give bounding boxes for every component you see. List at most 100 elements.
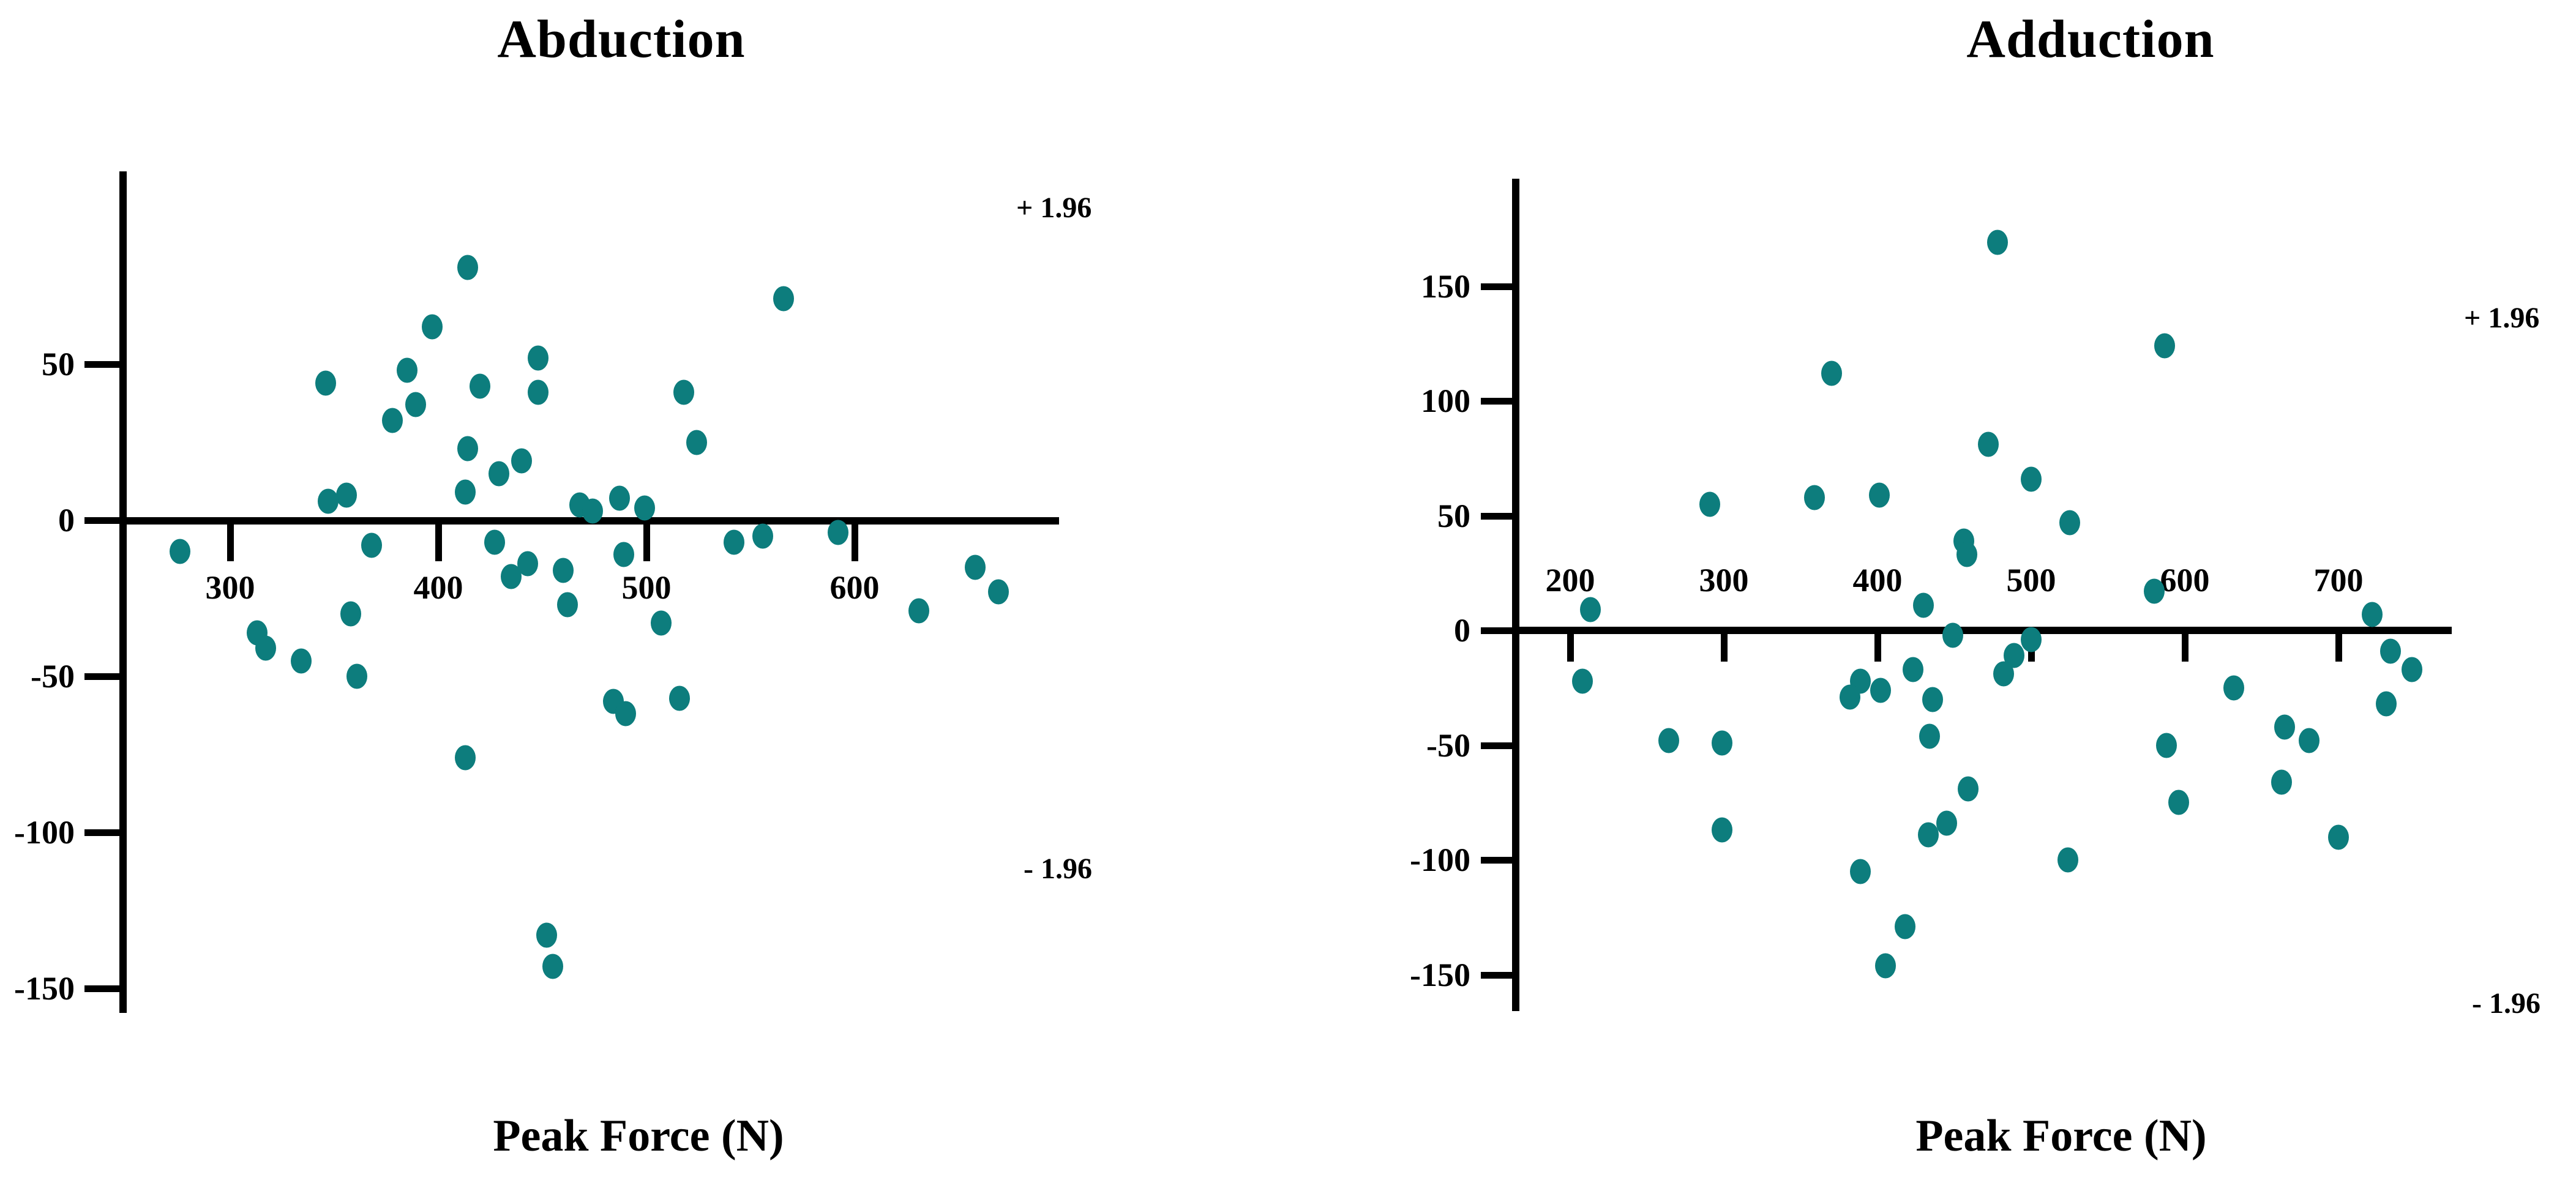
x-tick-mark bbox=[227, 517, 234, 561]
y-tick-mark bbox=[84, 829, 122, 836]
data-point bbox=[1850, 859, 1871, 884]
data-point bbox=[723, 529, 744, 555]
data-point bbox=[2362, 602, 2383, 627]
abduction-plot-area: 50 0 -50 -100 -150 300 400 500 600 bbox=[0, 0, 1286, 1180]
y-axis-line bbox=[1512, 179, 1519, 1011]
data-point bbox=[669, 685, 691, 711]
adduction-chart: Adduction Peak Force (N) 150 100 50 0 -50 -10… bbox=[1286, 0, 2576, 1180]
y-tick-label: 0 bbox=[58, 502, 75, 539]
data-point bbox=[556, 592, 578, 618]
data-point bbox=[397, 357, 417, 383]
data-point bbox=[1712, 817, 1733, 843]
data-point bbox=[1956, 542, 1977, 567]
x-tick-label: 700 bbox=[2313, 562, 2364, 599]
data-point bbox=[553, 558, 574, 583]
data-point bbox=[1986, 230, 2008, 255]
data-point bbox=[2021, 466, 2042, 491]
x-tick-mark bbox=[1567, 627, 1574, 662]
data-point bbox=[1699, 491, 1721, 517]
data-point bbox=[827, 520, 848, 545]
data-point bbox=[1922, 687, 1944, 712]
y-tick-label: 150 bbox=[1421, 267, 1470, 305]
data-point bbox=[965, 555, 986, 580]
data-point bbox=[405, 392, 426, 417]
data-point bbox=[1870, 678, 1892, 703]
x-tick-label: 500 bbox=[621, 569, 672, 606]
data-point bbox=[421, 314, 443, 340]
y-tick-label: -150 bbox=[1410, 956, 1470, 993]
data-point bbox=[582, 498, 603, 524]
y-tick-mark bbox=[84, 361, 122, 368]
data-point bbox=[2328, 824, 2349, 850]
data-point bbox=[1712, 730, 1733, 756]
data-point bbox=[1958, 776, 1979, 802]
data-point bbox=[290, 648, 312, 673]
data-point bbox=[2021, 627, 2042, 652]
data-point bbox=[528, 379, 549, 405]
data-point bbox=[634, 495, 655, 521]
data-point bbox=[1579, 597, 1601, 622]
data-point bbox=[528, 345, 549, 371]
y-tick-mark bbox=[1481, 512, 1518, 520]
x-tick-label: 400 bbox=[1852, 562, 1903, 599]
x-tick-mark bbox=[852, 517, 858, 561]
data-point bbox=[1919, 723, 1941, 749]
data-point bbox=[170, 539, 191, 564]
data-point bbox=[457, 436, 478, 461]
y-tick-mark bbox=[1481, 283, 1518, 290]
data-point bbox=[615, 701, 636, 726]
data-point bbox=[336, 482, 358, 508]
x-tick-mark bbox=[2335, 627, 2342, 662]
data-point bbox=[1572, 668, 1593, 693]
data-point bbox=[340, 601, 362, 627]
data-point bbox=[1917, 822, 1939, 848]
data-point bbox=[752, 523, 774, 548]
adduction-x-axis-title: Peak Force (N) bbox=[1915, 1111, 2207, 1161]
data-point bbox=[908, 598, 930, 624]
y-tick-mark bbox=[84, 517, 122, 524]
data-point bbox=[501, 564, 522, 589]
y-tick-label: 50 bbox=[1437, 497, 1470, 534]
data-point bbox=[686, 430, 707, 455]
data-point bbox=[2168, 790, 2189, 815]
abduction-x-axis-title: Peak Force (N) bbox=[493, 1111, 784, 1161]
abduction-upper-loa-label: + 1.96 bbox=[1016, 192, 1092, 224]
data-point bbox=[1868, 482, 1890, 508]
y-tick-label: -50 bbox=[1426, 726, 1470, 764]
x-tick-mark bbox=[2182, 627, 2188, 662]
data-point bbox=[773, 286, 795, 312]
data-point bbox=[484, 529, 505, 555]
data-point bbox=[1804, 485, 1825, 510]
x-tick-label: 400 bbox=[413, 569, 463, 606]
x-tick-label: 500 bbox=[2006, 562, 2056, 599]
data-point bbox=[608, 485, 630, 511]
x-tick-label: 600 bbox=[829, 569, 880, 606]
y-tick-mark bbox=[84, 673, 122, 680]
data-point bbox=[2380, 638, 2402, 664]
y-tick-label: -150 bbox=[14, 970, 75, 1007]
y-tick-mark bbox=[1481, 398, 1518, 405]
data-point bbox=[536, 922, 557, 948]
y-tick-mark bbox=[1481, 742, 1518, 749]
data-point bbox=[2059, 510, 2080, 536]
data-point bbox=[673, 379, 695, 405]
data-point bbox=[317, 488, 339, 514]
upper-loa-line bbox=[1524, 366, 2449, 373]
y-tick-label: -50 bbox=[31, 658, 75, 695]
x-tick-label: 300 bbox=[205, 569, 255, 606]
lower-loa-line bbox=[1524, 967, 2451, 974]
data-point bbox=[1874, 953, 1896, 978]
y-tick-label: 0 bbox=[1454, 612, 1470, 649]
x-tick-mark bbox=[1874, 627, 1881, 662]
x-tick-label: 200 bbox=[1545, 562, 1595, 599]
data-point bbox=[2154, 333, 2176, 359]
y-tick-label: -100 bbox=[14, 814, 75, 851]
x-tick-mark bbox=[643, 517, 650, 561]
data-point bbox=[255, 635, 276, 661]
data-point bbox=[2155, 733, 2177, 758]
data-point bbox=[1895, 914, 1916, 939]
data-point bbox=[2299, 728, 2320, 753]
data-point bbox=[1913, 592, 1934, 618]
data-point bbox=[2271, 769, 2293, 794]
data-point bbox=[1821, 360, 1842, 386]
